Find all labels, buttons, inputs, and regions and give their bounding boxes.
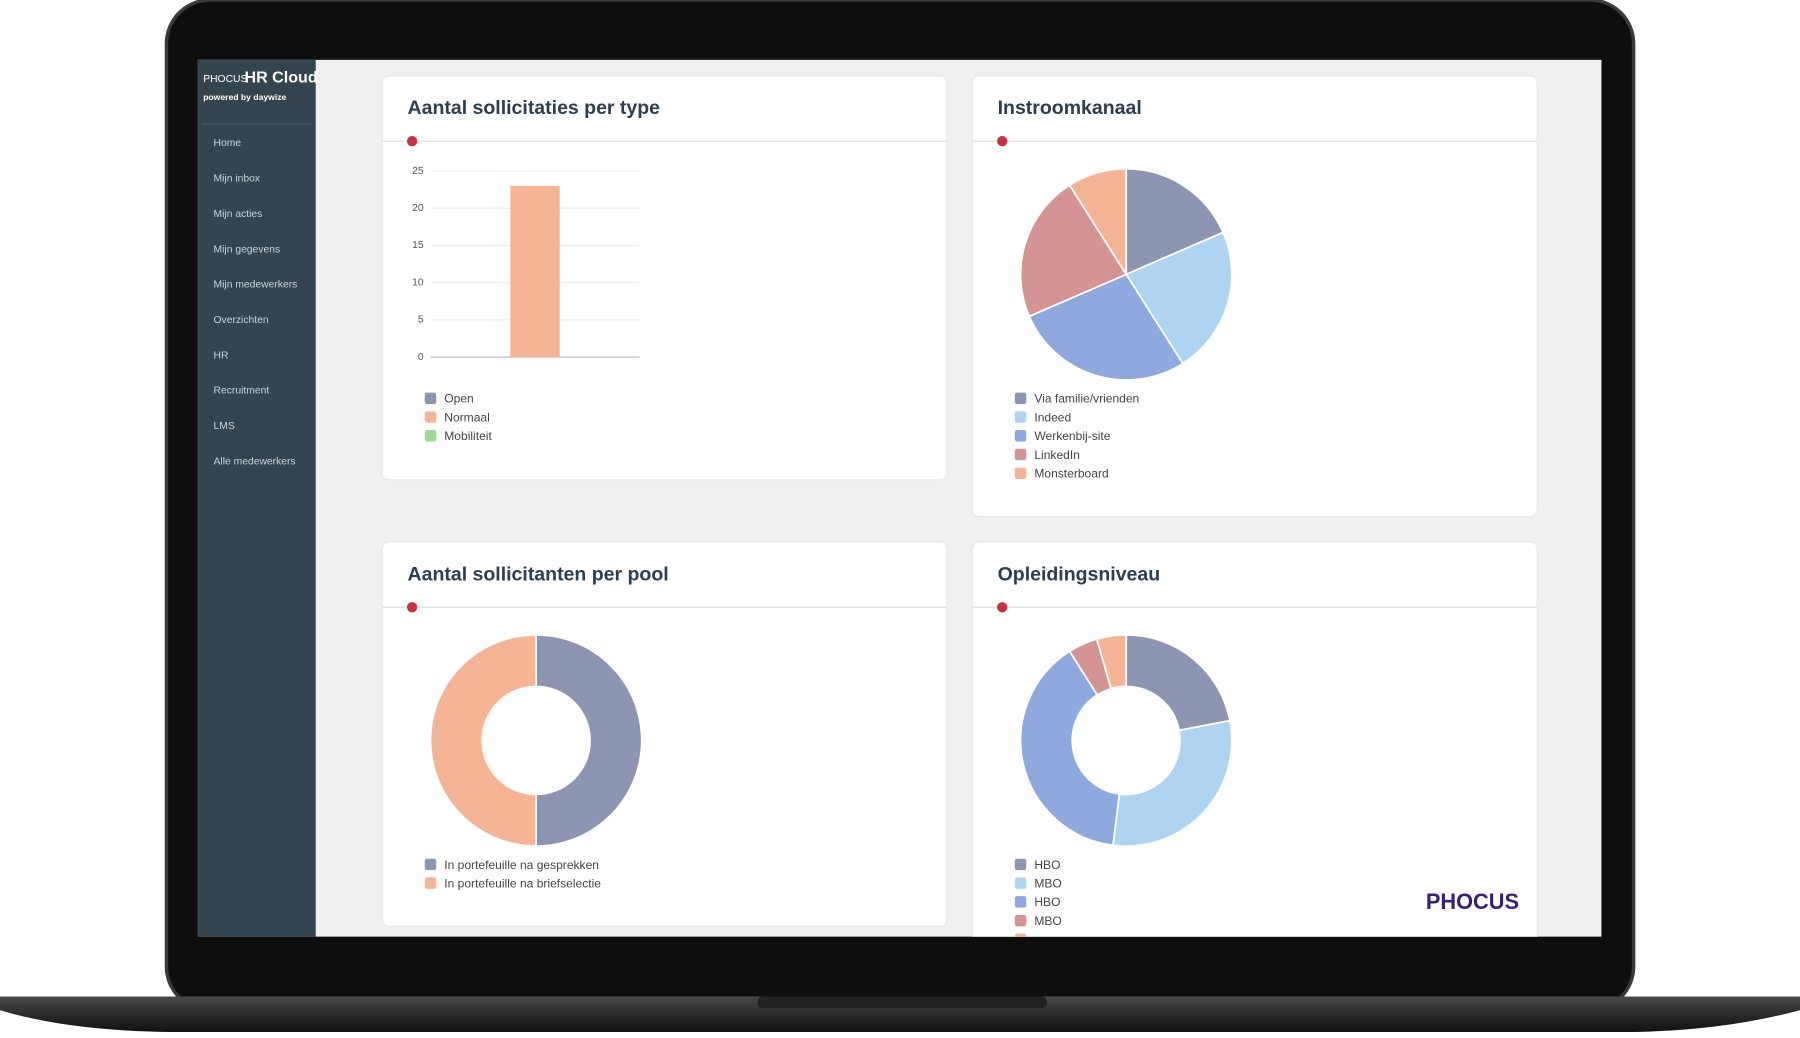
y-tick-label: 5 [418, 315, 424, 326]
nav-item[interactable]: Mijn gegevens [214, 244, 281, 255]
nav-item[interactable]: LMS [214, 421, 235, 432]
status-dot [997, 602, 1008, 613]
legend-swatch [1014, 896, 1027, 908]
status-dot [406, 602, 418, 613]
legend-swatch [1014, 392, 1027, 405]
panel-title: Aantal sollicitanten per pool [408, 563, 669, 585]
slice [1028, 273, 1184, 381]
legend-swatch [1014, 877, 1027, 889]
legend-label: Monsterboard [1034, 467, 1108, 481]
laptop-notch [757, 996, 1047, 1008]
nav-item[interactable]: Mijn acties [214, 209, 263, 220]
legend-label: LinkedIn [1034, 448, 1080, 462]
y-tick-label: 0 [418, 352, 424, 363]
legend-label: Mobiliteit [444, 429, 492, 443]
slice [1019, 650, 1121, 847]
legend-swatch [1014, 914, 1027, 927]
legend-swatch [1014, 430, 1027, 442]
nav-item[interactable]: Mijn inbox [214, 174, 261, 185]
slice [1068, 167, 1128, 278]
legend-label: Open [444, 392, 473, 406]
legend-swatch [1014, 411, 1027, 423]
status-dot [997, 136, 1008, 147]
bar [510, 185, 560, 358]
legend-swatch [1014, 858, 1027, 871]
nav-item[interactable]: HR [214, 350, 229, 361]
legend-label: HBO [1034, 895, 1060, 909]
screen: PHOCUS HR Cloud powered by daywize Home M… [197, 59, 1602, 937]
slice [1019, 184, 1128, 318]
legend-label: In portefeuille na gesprekken [444, 858, 599, 872]
slice [535, 633, 643, 847]
legend-swatch [1014, 467, 1027, 479]
y-tick-label: 10 [412, 277, 424, 288]
legend-swatch [1014, 448, 1027, 461]
logo: PHOCUS [1426, 889, 1519, 914]
nav-item[interactable]: Home [214, 138, 242, 149]
legend-label: Indeed [1034, 410, 1071, 424]
y-tick-label: 20 [412, 203, 424, 214]
legend-label: MBO [1034, 914, 1061, 928]
panel-title: Instroomkanaal [998, 97, 1142, 119]
slice [1111, 719, 1233, 847]
slice [1125, 633, 1231, 732]
slice [1125, 167, 1225, 276]
slice [1124, 231, 1233, 365]
legend-label: HBO [1034, 858, 1060, 872]
status-dot [406, 136, 418, 147]
brand: HR Cloud [245, 68, 318, 86]
legend-swatch [424, 392, 437, 405]
legend-swatch [424, 411, 437, 423]
slice [1095, 633, 1128, 690]
laptop-base [0, 996, 1800, 1033]
legend-swatch [424, 430, 437, 442]
nav-item[interactable]: Alle medewerkers [214, 456, 296, 467]
slice [429, 633, 537, 847]
nav-item[interactable]: Recruitment [214, 386, 270, 397]
legend-swatch [424, 877, 437, 889]
sidebar [197, 59, 316, 937]
tagline: powered by daywize [203, 92, 286, 102]
legend-label: Via familie/vrienden [1034, 392, 1139, 406]
nav-item[interactable]: Overzichten [214, 315, 269, 326]
panel [381, 75, 948, 481]
legend-swatch [424, 858, 437, 871]
panel-title: Aantal sollicitaties per type [408, 97, 661, 119]
legend-swatch [1014, 933, 1027, 937]
legend-label: Normaal [444, 410, 490, 424]
legend-label: Werkenbij-site [1034, 429, 1110, 443]
y-tick-label: 25 [412, 166, 424, 177]
legend-label: MBO [1034, 876, 1061, 890]
nav-item[interactable]: Mijn medewerkers [214, 280, 298, 291]
panel-title: Opleidingsniveau [998, 563, 1161, 585]
y-tick-label: 15 [412, 240, 424, 251]
legend-label: In portefeuille na briefselectie [444, 876, 601, 890]
brand-small: PHOCUS [203, 74, 247, 85]
